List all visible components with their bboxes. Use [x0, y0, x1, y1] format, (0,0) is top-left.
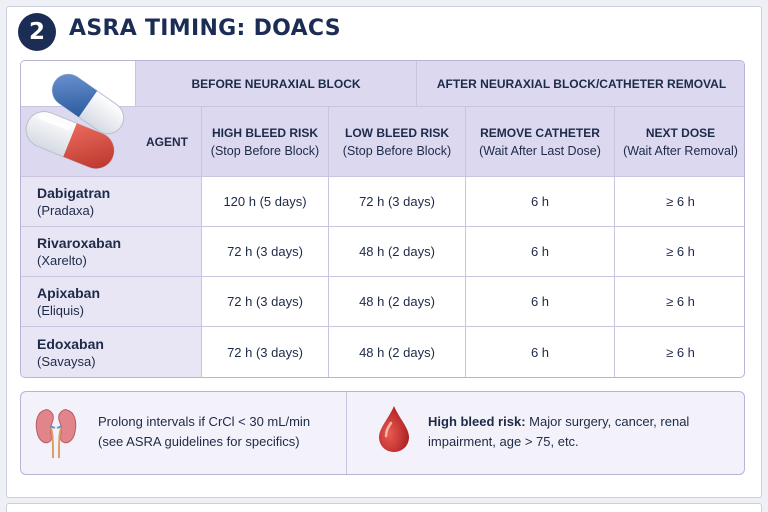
next-dose-label: NEXT DOSE — [645, 125, 716, 140]
remove-catheter-label: REMOVE CATHETER — [480, 125, 600, 140]
low-bleed-sublabel: (Stop Before Block) — [342, 143, 452, 158]
high-bleed-value: 72 h (3 days) — [202, 327, 329, 377]
agent-name: Rivaroxaban — [37, 234, 122, 251]
low-bleed-value: 48 h (2 days) — [329, 227, 466, 277]
kidney-icon — [35, 409, 77, 459]
renal-note-line1: Prolong intervals if CrCl < 30 mL/min — [98, 414, 311, 429]
table-row-agent: Edoxaban (Savaysa) — [21, 327, 202, 377]
low-bleed-value: 48 h (2 days) — [329, 277, 466, 327]
agent-brand: (Pradaxa) — [37, 202, 95, 218]
renal-note: Prolong intervals if CrCl < 30 mL/min (s… — [98, 412, 338, 452]
high-bleed-value: 120 h (5 days) — [202, 177, 329, 227]
agent-brand: (Savaysa) — [37, 354, 96, 369]
low-bleed-value: 48 h (2 days) — [329, 327, 466, 377]
section-number-badge: 2 — [18, 13, 56, 51]
next-dose-value: ≥ 6 h — [615, 277, 744, 327]
bleed-risk-label: High bleed risk: — [428, 414, 526, 429]
capsule-pills-icon — [25, 73, 125, 169]
next-dose-value: ≥ 6 h — [615, 227, 744, 277]
high-bleed-value: 72 h (3 days) — [202, 227, 329, 277]
agent-brand: (Xarelto) — [37, 252, 87, 268]
column-header-high-bleed: HIGH BLEED RISK (Stop Before Block) — [202, 107, 329, 177]
next-dose-value: ≥ 6 h — [666, 345, 695, 360]
bleed-risk-text: Major surgery, cancer, renal impairment,… — [428, 414, 690, 449]
next-dose-value: ≥ 6 h — [615, 177, 744, 227]
table-row-agent: Dabigatran (Pradaxa) — [21, 177, 202, 227]
agent-name: Dabigatran — [37, 184, 111, 201]
agent-name: Edoxaban — [37, 336, 104, 352]
group-header-before-block: BEFORE NEURAXIAL BLOCK — [136, 61, 417, 107]
high-bleed-value: 72 h (3 days) — [202, 277, 329, 327]
agent-brand: (Eliquis) — [37, 302, 84, 318]
column-header-next-dose: NEXT DOSE (Wait After Removal) — [615, 107, 744, 177]
next-dose-sublabel: (Wait After Removal) — [623, 143, 738, 158]
renal-note-line2: (see ASRA guidelines for specifics) — [98, 434, 300, 449]
notes-panel: Prolong intervals if CrCl < 30 mL/min (s… — [20, 391, 745, 475]
agent-name: Apixaban — [37, 284, 101, 301]
low-bleed-label: LOW BLEED RISK — [345, 125, 449, 140]
column-header-remove-catheter: REMOVE CATHETER (Wait After Last Dose) — [466, 107, 615, 177]
column-header-low-bleed: LOW BLEED RISK (Stop Before Block) — [329, 107, 466, 177]
table-row-agent: Rivaroxaban (Xarelto) — [21, 227, 202, 277]
high-bleed-label: HIGH BLEED RISK — [211, 125, 318, 140]
high-bleed-sublabel: (Stop Before Block) — [210, 143, 320, 158]
notes-divider — [346, 392, 347, 474]
low-bleed-value: 72 h (3 days) — [329, 177, 466, 227]
blood-drop-icon — [379, 406, 409, 452]
bleed-risk-note: High bleed risk: Major surgery, cancer, … — [428, 412, 728, 452]
page-title: ASRA TIMING: DOACS — [69, 16, 341, 41]
remove-catheter-value: 6 h — [466, 277, 615, 327]
group-header-after-block: AFTER NEURAXIAL BLOCK/CATHETER REMOVAL — [417, 61, 744, 107]
remove-catheter-sublabel: (Wait After Last Dose) — [479, 143, 601, 158]
remove-catheter-value: 6 h — [466, 177, 615, 227]
next-section-edge — [6, 503, 762, 512]
table-row-agent: Apixaban (Eliquis) — [21, 277, 202, 327]
remove-catheter-value: 6 h — [466, 227, 615, 277]
remove-catheter-value: 6 h — [466, 327, 615, 377]
